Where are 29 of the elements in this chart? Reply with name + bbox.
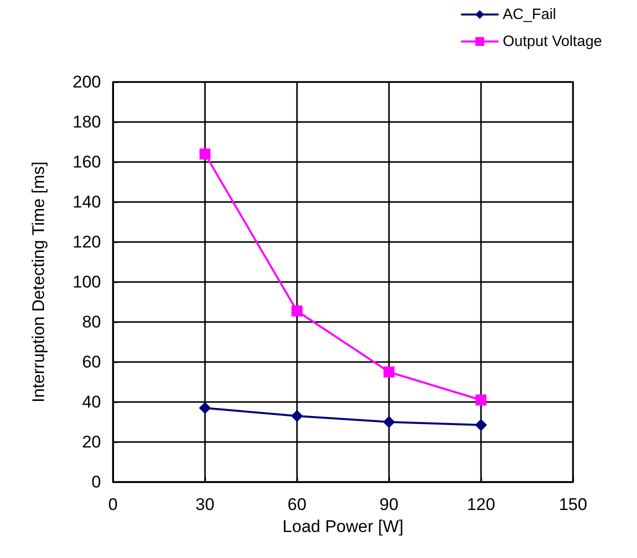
x-tick-label: 90 [380, 495, 398, 514]
y-tick-label: 80 [82, 312, 101, 332]
x-tick-label: 30 [196, 495, 214, 514]
y-tick-label: 100 [72, 272, 101, 292]
point [199, 402, 211, 414]
legend-label: AC_Fail [502, 6, 556, 23]
point [476, 394, 486, 406]
x-axis-title: Load Power [W] [282, 516, 404, 536]
point [384, 366, 394, 378]
y-tick-label: 0 [92, 472, 101, 492]
legend-label: Output Voltage [502, 33, 602, 50]
y-tick-label: 60 [82, 352, 101, 372]
point [292, 306, 302, 316]
x-tick-label: 60 [288, 495, 306, 514]
y-tick-label: 40 [82, 392, 101, 412]
point [383, 416, 395, 428]
x-tick-label: 150 [558, 495, 588, 514]
y-axis-title: Interruption Detecting Time [ms] [29, 162, 48, 402]
y-tick-label: 200 [72, 72, 101, 92]
point [475, 419, 487, 431]
y-tick-label: 180 [72, 112, 101, 132]
point [200, 148, 210, 160]
y-tick-label: 20 [82, 432, 101, 452]
y-tick-label: 160 [72, 152, 101, 172]
x-tick-label: 120 [466, 495, 496, 514]
point [291, 410, 303, 422]
y-tick-label: 140 [72, 192, 101, 212]
y-tick-label: 120 [72, 232, 101, 252]
x-tick-label: 0 [108, 495, 118, 514]
